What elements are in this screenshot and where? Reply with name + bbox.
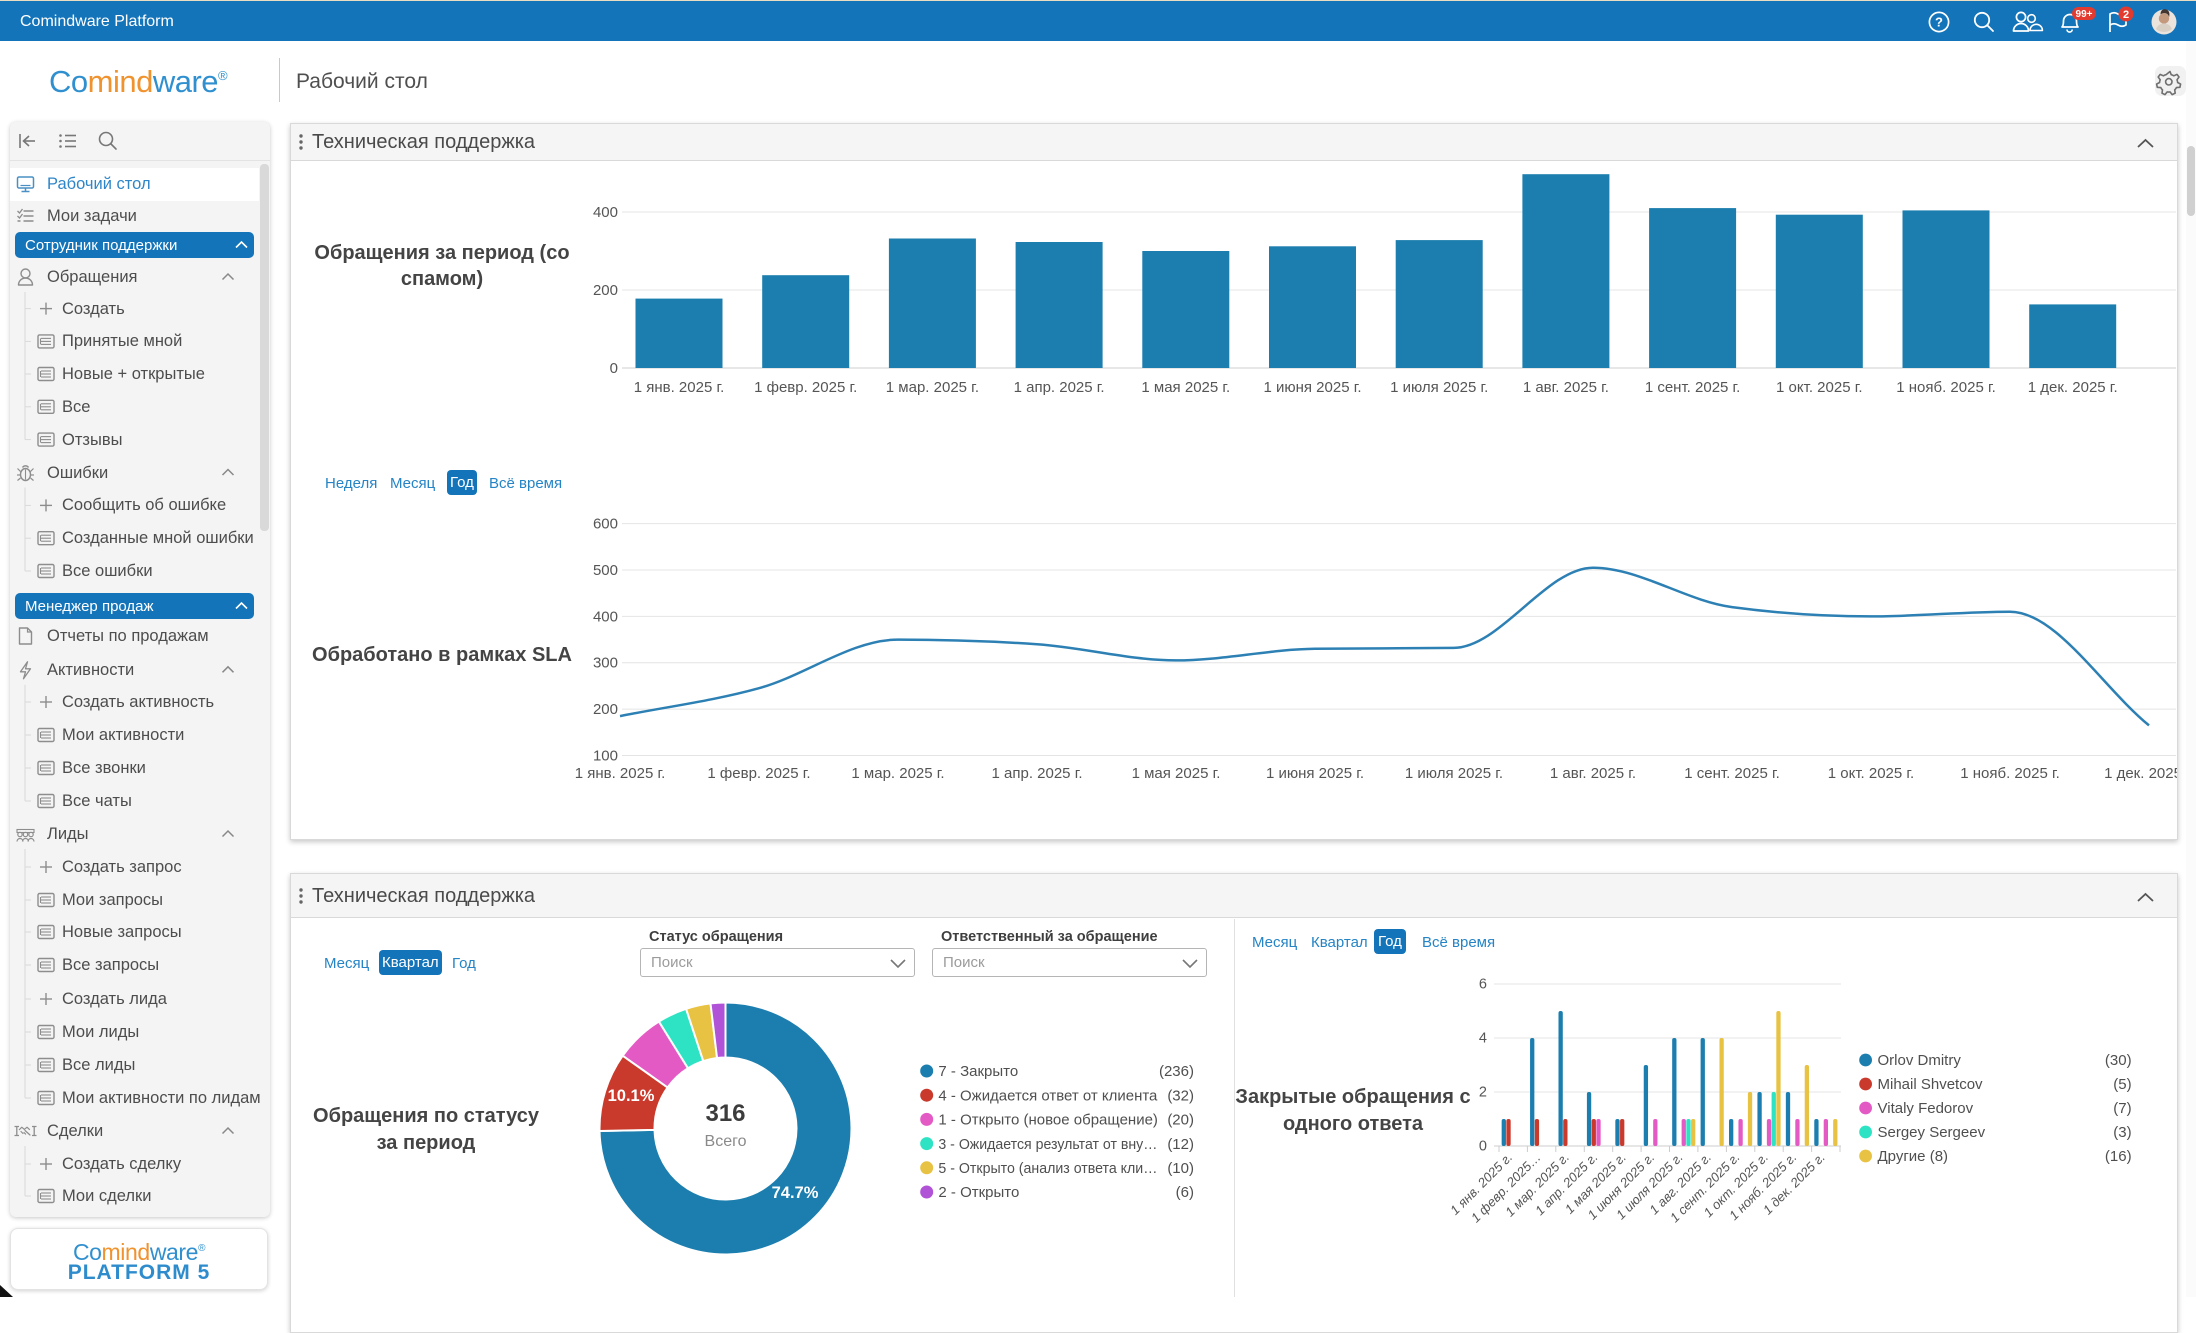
svg-text:(30): (30) [2105,1052,2132,1069]
svg-text:1 июня 2025 г.: 1 июня 2025 г. [1266,765,1364,782]
svg-text:1 мая 2025 г.: 1 мая 2025 г. [1141,379,1230,396]
svg-text:316: 316 [705,1100,745,1127]
svg-text:(16): (16) [2105,1148,2132,1165]
svg-text:99+: 99+ [2076,9,2093,20]
svg-text:Всего: Всего [705,1133,747,1150]
svg-text:1 дек. 2025 г.: 1 дек. 2025 г. [2028,379,2118,396]
svg-text:74.7%: 74.7% [772,1184,819,1202]
svg-text:1 февр. 2025 г.: 1 февр. 2025 г. [707,765,810,782]
svg-text:(12): (12) [1167,1136,1194,1153]
svg-text:0: 0 [610,360,618,377]
svg-text:Orlov Dmitry: Orlov Dmitry [1878,1052,1962,1069]
svg-text:1 апр. 2025 г.: 1 апр. 2025 г. [992,765,1083,782]
svg-text:1 мар. 2025 г.: 1 мар. 2025 г. [851,765,944,782]
svg-text:1 мар. 2025 г.: 1 мар. 2025 г. [886,379,979,396]
svg-text:(5): (5) [2113,1076,2131,1093]
svg-text:300: 300 [593,655,618,672]
svg-text:7 - Закрыто: 7 - Закрыто [938,1063,1018,1080]
svg-text:Другие (8): Другие (8) [1878,1148,1949,1165]
svg-text:Sergey Sergeev: Sergey Sergeev [1878,1124,1986,1141]
svg-text:(10): (10) [1167,1160,1194,1177]
svg-text:1 июля 2025 г.: 1 июля 2025 г. [1405,765,1503,782]
svg-text:200: 200 [593,282,618,299]
svg-text:1 нояб. 2025 г.: 1 нояб. 2025 г. [1960,765,2060,782]
svg-text:1 июня 2025 г.: 1 июня 2025 г. [1263,379,1361,396]
svg-text:1 нояб. 2025 г.: 1 нояб. 2025 г. [1896,379,1996,396]
svg-text:1 сент. 2025 г.: 1 сент. 2025 г. [1684,765,1780,782]
svg-text:10.1%: 10.1% [608,1087,655,1105]
svg-text:6: 6 [1479,977,1487,993]
svg-text:400: 400 [593,204,618,221]
svg-text:500: 500 [593,562,618,579]
svg-text:(3): (3) [2113,1124,2131,1141]
svg-text:1 янв. 2025 г.: 1 янв. 2025 г. [575,765,666,782]
svg-text:1 дек. 2025 г.: 1 дек. 2025 г. [2104,765,2177,782]
svg-text:400: 400 [593,608,618,625]
svg-text:Mihail Shvetcov: Mihail Shvetcov [1878,1076,1984,1093]
svg-text:(7): (7) [2113,1100,2131,1117]
svg-text:1 окт. 2025 г.: 1 окт. 2025 г. [1776,379,1862,396]
svg-text:1 янв. 2025 г.: 1 янв. 2025 г. [634,379,725,396]
svg-text:5 - Открыто (анализ ответа кли: 5 - Открыто (анализ ответа кли… [938,1160,1157,1177]
svg-text:3 - Ожидается результат от вну: 3 - Ожидается результат от вну… [938,1136,1157,1153]
svg-text:200: 200 [593,701,618,718]
svg-text:4 - Ожидается ответ от клиента: 4 - Ожидается ответ от клиента [938,1087,1158,1104]
svg-text:4: 4 [1479,1031,1487,1047]
svg-text:600: 600 [593,516,618,533]
svg-text:(6): (6) [1176,1184,1194,1201]
svg-text:(32): (32) [1167,1087,1194,1104]
svg-text:Vitaly Fedorov: Vitaly Fedorov [1878,1100,1974,1117]
svg-text:1 сент. 2025 г.: 1 сент. 2025 г. [1645,379,1741,396]
svg-text:1 февр. 2025 г.: 1 февр. 2025 г. [754,379,857,396]
svg-text:1 мая 2025 г.: 1 мая 2025 г. [1132,765,1221,782]
svg-text:1 окт. 2025 г.: 1 окт. 2025 г. [1828,765,1914,782]
svg-text:2: 2 [2123,9,2129,21]
svg-text:2 - Открыто: 2 - Открыто [938,1184,1019,1201]
svg-text:1 - Открыто (новое обращение): 1 - Открыто (новое обращение) [938,1112,1158,1129]
svg-text:2: 2 [1479,1085,1487,1101]
svg-text:1 авг. 2025 г.: 1 авг. 2025 г. [1550,765,1636,782]
svg-text:1 апр. 2025 г.: 1 апр. 2025 г. [1014,379,1105,396]
svg-text:0: 0 [1479,1139,1487,1155]
svg-text:100: 100 [593,748,618,765]
svg-text:(236): (236) [1159,1063,1194,1080]
svg-text:1 июля 2025 г.: 1 июля 2025 г. [1390,379,1488,396]
svg-text:?: ? [1935,15,1943,30]
svg-text:(20): (20) [1167,1112,1194,1129]
svg-text:1 авг. 2025 г.: 1 авг. 2025 г. [1523,379,1609,396]
